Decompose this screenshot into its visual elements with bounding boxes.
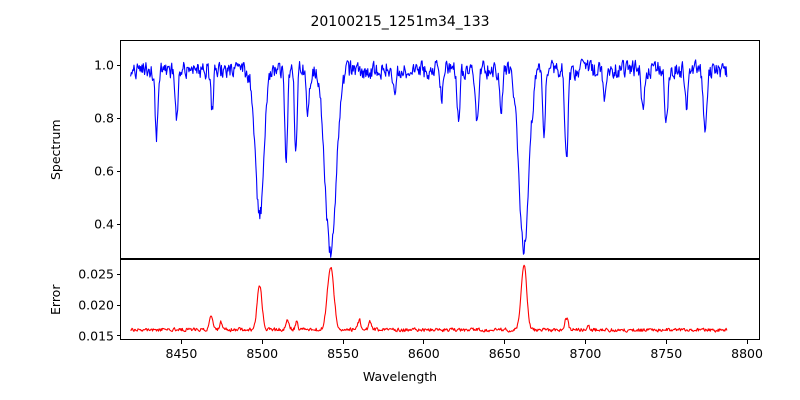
y-tick-mark-spectrum [116,223,120,225]
x-tick-mark [665,340,667,344]
spectrum-line [130,58,728,258]
x-tick-mark [423,340,425,344]
x-tick-mark [261,340,263,344]
x-tick-mark [504,340,506,344]
y-tick-mark-spectrum [116,170,120,172]
y-tick-label-spectrum: 0.8 [94,110,114,126]
x-tick-mark [342,340,344,344]
y-tick-mark-error [116,273,120,275]
error-line [130,264,728,333]
x-tick-label: 8450 [165,346,198,361]
x-tick-label: 8550 [327,346,359,361]
x-axis-label: Wavelength [362,369,438,384]
x-tick-label: 8650 [488,346,521,361]
x-tick-mark [746,340,748,344]
error-plot-panel [120,259,760,340]
x-tick-mark [584,340,586,344]
y-tick-label-spectrum: 1.0 [94,57,114,73]
y-tick-mark-spectrum [116,64,120,66]
spectrum-plot-panel [120,40,760,259]
error-curve-area [130,264,728,333]
page-title: 20100215_1251m34_133 [310,14,490,30]
y-tick-label-error: 0.015 [78,328,114,344]
spectrum-curve-area [130,58,728,258]
x-tick-label: 8750 [650,346,683,361]
y-tick-mark-error [116,304,120,306]
x-tick-label: 8600 [407,346,440,361]
y-tick-label-spectrum: 0.4 [94,216,114,232]
x-tick-mark [180,340,182,344]
x-tick-label: 8700 [569,346,602,361]
x-tick-label: 8500 [246,346,279,361]
y-tick-mark-spectrum [116,117,120,119]
y-tick-label-error: 0.020 [78,297,114,313]
y-tick-label-error: 0.025 [78,266,114,282]
y-tick-mark-error [116,335,120,337]
y-tick-label-spectrum: 0.6 [94,163,114,179]
x-tick-label: 8800 [731,346,763,361]
